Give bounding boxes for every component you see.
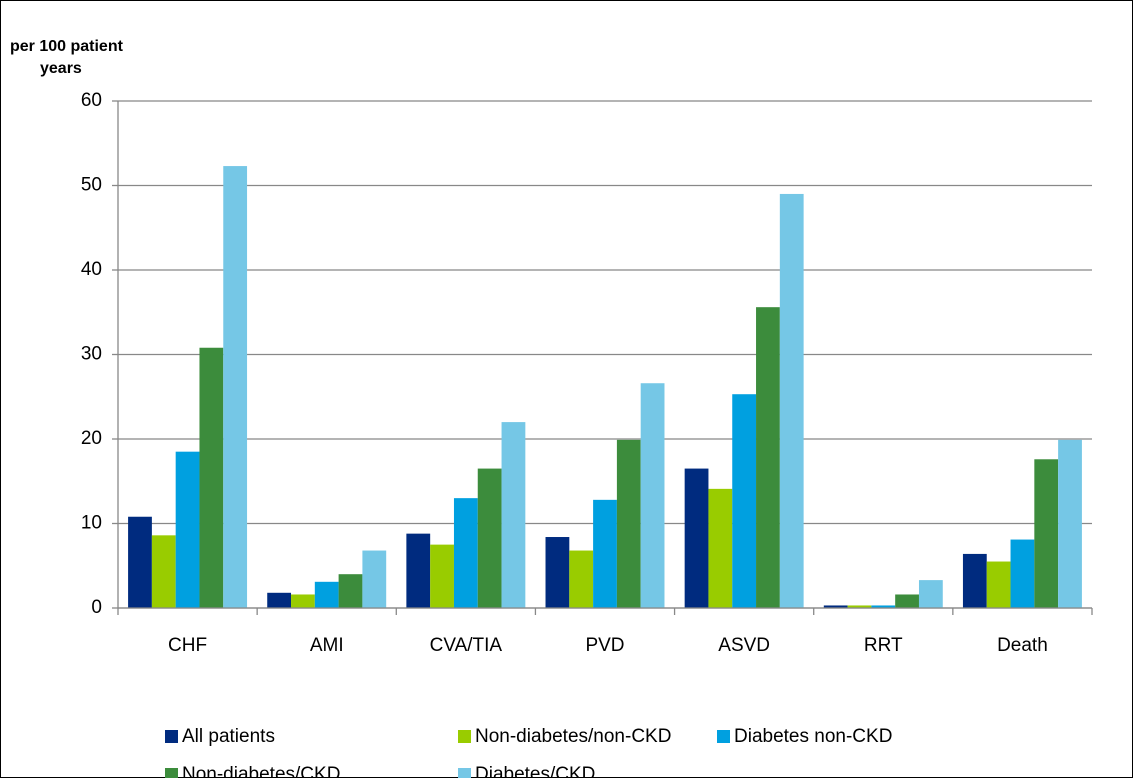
bar [616, 439, 641, 608]
legend-swatch [165, 768, 178, 778]
bar [406, 533, 431, 608]
legend-label: Diabetes/CKD [475, 764, 595, 778]
y-tick-label: 30 [81, 344, 102, 365]
x-tick-label: CVA/TIA [430, 635, 503, 656]
legend-label: Non-diabetes/CKD [182, 764, 340, 778]
bar [267, 592, 292, 608]
legend-label: All patients [182, 726, 275, 747]
legend-label: Diabetes non-CKD [734, 726, 892, 747]
bar [569, 550, 594, 608]
y-tick-label: 60 [81, 90, 102, 111]
bar [151, 535, 176, 608]
x-tick-label: AMI [310, 635, 344, 656]
bar [1034, 459, 1059, 608]
y-tick-label: 0 [91, 597, 102, 618]
y-tick-label: 40 [81, 259, 102, 280]
bar [779, 193, 804, 608]
legend-swatch [165, 730, 178, 743]
x-tick-label: CHF [168, 635, 207, 656]
y-tick-label: 20 [81, 428, 102, 449]
bar [1058, 439, 1082, 608]
bar [756, 307, 780, 608]
bar [732, 394, 757, 608]
bar [871, 605, 896, 608]
bar [199, 347, 224, 608]
bar [501, 422, 526, 608]
x-tick-label: ASVD [718, 635, 770, 656]
bar [291, 594, 315, 608]
bar [895, 594, 919, 608]
bar [223, 166, 248, 608]
bar [175, 451, 200, 608]
legend-swatch [458, 768, 471, 778]
bar [708, 488, 733, 608]
bar [453, 498, 478, 608]
y-tick-label: 50 [81, 175, 102, 196]
bar [477, 468, 502, 608]
bar [640, 383, 665, 608]
legend-label: Non-diabetes/non-CKD [475, 726, 671, 747]
x-tick-label: Death [997, 635, 1048, 656]
bar [823, 605, 848, 608]
bar [847, 605, 872, 608]
bar [684, 468, 709, 608]
legend-swatch [458, 730, 471, 743]
x-tick-label: RRT [864, 635, 903, 656]
bar [362, 550, 387, 608]
x-tick-label: PVD [585, 635, 624, 656]
legend-swatch [717, 730, 730, 743]
bar [962, 553, 987, 608]
bar [593, 499, 617, 608]
y-tick-label: 10 [81, 513, 102, 534]
bar [338, 574, 363, 608]
bar [430, 544, 454, 608]
bar [918, 580, 943, 608]
y-axis-label: years [40, 60, 82, 77]
bar [545, 537, 570, 608]
y-axis-label: per 100 patient [10, 38, 124, 55]
bar [1010, 539, 1035, 608]
bar [314, 581, 339, 608]
bar [986, 561, 1011, 608]
bar [128, 516, 152, 608]
